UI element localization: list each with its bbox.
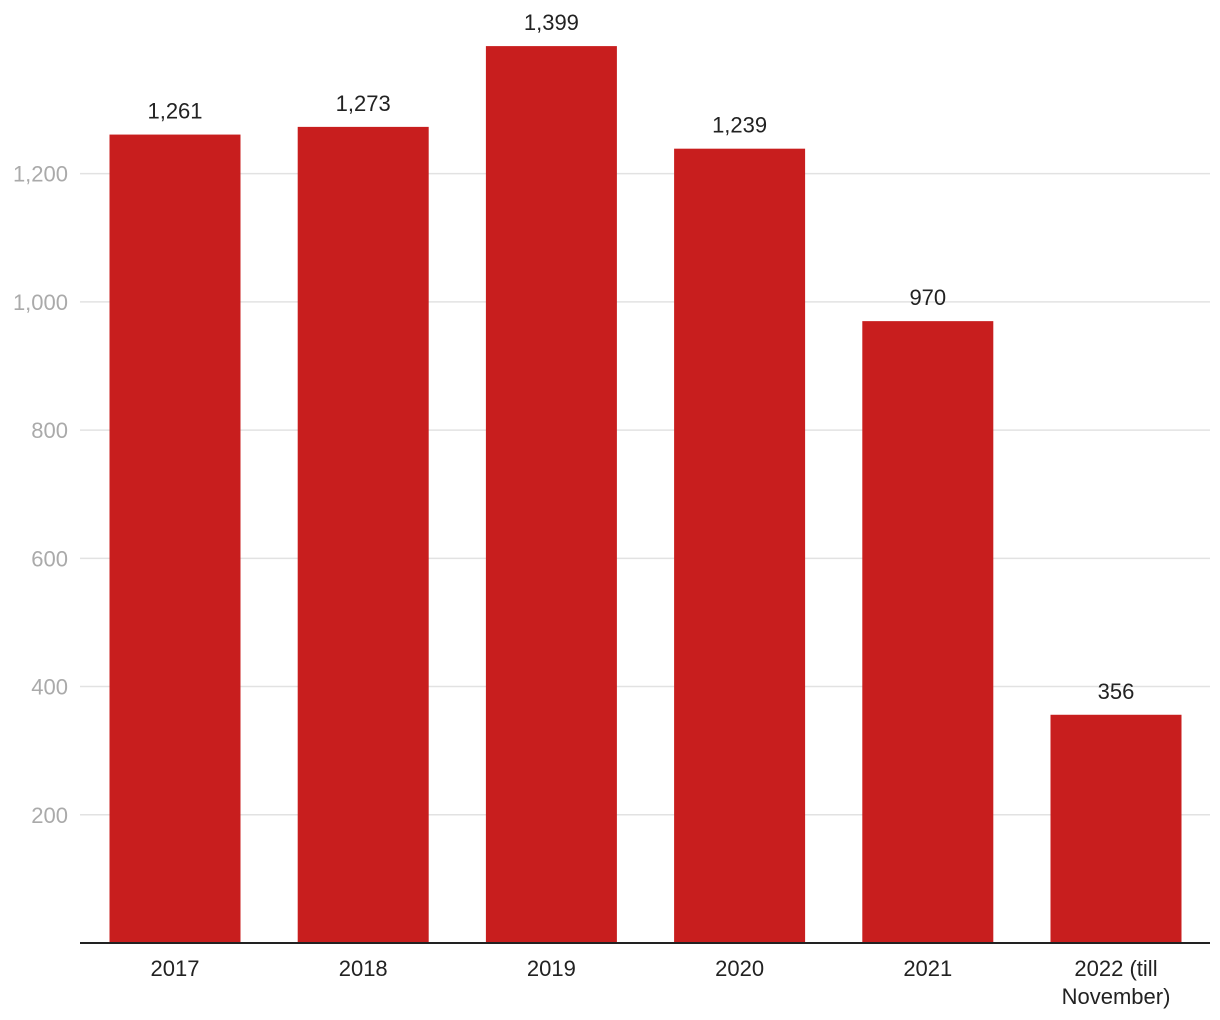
x-category-label: November) [1062, 984, 1171, 1009]
bar [297, 126, 429, 943]
x-category-label: 2021 [903, 956, 952, 981]
value-labels: 1,261 1,273 1,399 1,239 970 356 [147, 10, 1134, 704]
value-label: 1,399 [524, 10, 579, 35]
x-axis-categories: 2017 2018 2019 2020 2021 2022 (till November) [151, 956, 1171, 1009]
x-category-label: 2018 [339, 956, 388, 981]
x-category-label: 2022 (till [1074, 956, 1157, 981]
y-tick-label: 400 [31, 675, 68, 700]
x-category-label: 2020 [715, 956, 764, 981]
value-label: 1,239 [712, 113, 767, 138]
y-tick-label: 800 [31, 418, 68, 443]
gridlines [80, 172, 1210, 816]
x-category-label: 2017 [151, 956, 200, 981]
y-axis-ticks: 200 400 600 800 1,000 1,200 [13, 162, 68, 828]
bar [109, 134, 241, 944]
y-tick-label: 1,000 [13, 290, 68, 315]
bar [674, 148, 806, 943]
x-category-label: 2019 [527, 956, 576, 981]
value-label: 356 [1098, 679, 1135, 704]
value-label: 1,261 [147, 99, 202, 124]
y-tick-label: 600 [31, 546, 68, 571]
value-label: 970 [909, 285, 946, 310]
bar [862, 321, 994, 943]
bars [109, 46, 1182, 944]
y-tick-label: 200 [31, 803, 68, 828]
value-label: 1,273 [336, 91, 391, 116]
bar [485, 46, 617, 944]
y-tick-label: 1,200 [13, 162, 68, 187]
bar [1050, 714, 1182, 943]
